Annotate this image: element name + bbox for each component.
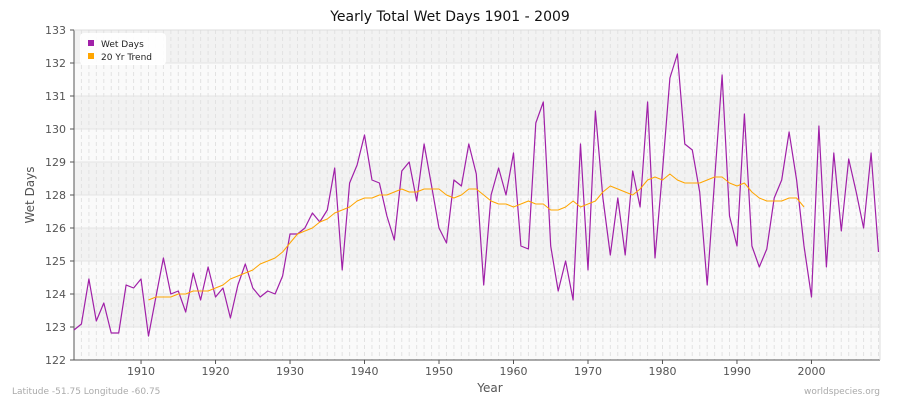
x-tick-label: 1980 [648,365,676,378]
trend-line [148,173,805,301]
legend-box [80,33,166,65]
y-tick-label: 123 [45,321,66,334]
legend-swatch-wet-days [88,40,94,46]
location-caption: Latitude -51.75 Longitude -60.75 [12,387,160,397]
y-tick-label: 124 [45,288,66,301]
x-tick-label: 1990 [723,365,751,378]
x-tick-label: 1910 [127,365,155,378]
y-tick-label: 130 [45,123,66,136]
y-tick-label: 132 [45,57,66,70]
x-tick-label: 1950 [425,365,453,378]
x-tick-label: 1970 [574,365,602,378]
x-axis-label: Year [476,381,502,395]
y-tick-label: 126 [45,222,66,235]
x-tick-label: 1920 [202,365,230,378]
wet-days-line [73,53,880,337]
y-tick-label: 133 [45,24,66,37]
x-tick-label: 1960 [499,365,527,378]
legend-label-trend: 20 Yr Trend [101,53,152,63]
chart-title: Yearly Total Wet Days 1901 - 2009 [329,9,570,25]
x-tick-label: 1930 [276,365,304,378]
y-tick-label: 129 [45,156,66,169]
legend: Wet Days 20 Yr Trend [80,33,166,65]
legend-swatch-trend [88,53,94,59]
y-tick-label: 125 [45,255,66,268]
y-axis-label: Wet Days [23,166,37,223]
y-tick-label: 122 [45,354,66,367]
x-tick-label: 1940 [351,365,379,378]
source-caption: worldspecies.org [804,387,880,397]
y-tick-label: 128 [45,189,66,202]
x-tick-label: 2000 [797,365,825,378]
legend-label-wet-days: Wet Days [101,40,144,50]
y-tick-label: 131 [45,90,66,103]
